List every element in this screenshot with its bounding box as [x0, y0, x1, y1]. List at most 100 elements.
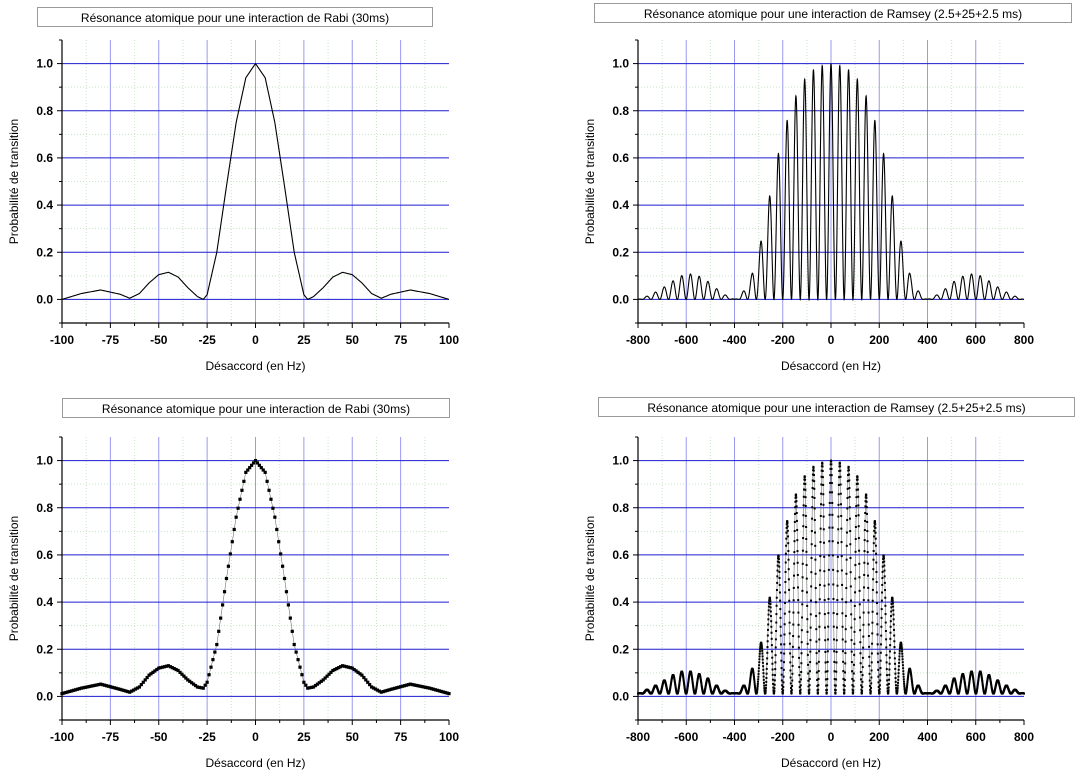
data-point: [845, 587, 848, 590]
data-point: [780, 673, 783, 676]
data-point: [860, 684, 863, 687]
data-point: [898, 647, 901, 650]
data-point: [304, 683, 308, 687]
data-point: [279, 552, 283, 556]
data-point: [874, 531, 877, 534]
data-point: [674, 686, 677, 689]
data-point: [901, 658, 904, 661]
data-point: [827, 583, 830, 586]
data-point: [816, 678, 819, 681]
data-point: [783, 612, 786, 615]
data-point: [815, 640, 818, 643]
data-point: [775, 621, 778, 624]
data-point: [967, 687, 970, 690]
data-point: [157, 666, 161, 670]
data-point: [857, 488, 860, 491]
data-point: [669, 685, 672, 688]
data-point: [837, 493, 840, 496]
data-point: [770, 620, 773, 623]
data-point: [70, 689, 74, 693]
data-point: [990, 685, 993, 688]
data-point: [700, 682, 703, 685]
data-point: [871, 610, 874, 613]
data-point: [827, 568, 830, 571]
data-point: [789, 676, 792, 679]
data-point: [849, 571, 852, 574]
data-point: [807, 663, 810, 666]
data-point: [190, 681, 194, 685]
data-point: [972, 679, 975, 682]
data-point: [906, 677, 909, 680]
data-point: [793, 540, 796, 543]
data-point: [774, 654, 777, 657]
data-point: [883, 581, 886, 584]
data-point: [319, 679, 323, 683]
x-tick-label: -75: [102, 333, 120, 347]
data-point: [839, 492, 842, 495]
data-point: [848, 495, 851, 498]
x-tick-label: -50: [150, 730, 168, 744]
data-point: [797, 623, 800, 626]
y-axis-label: Probabilité de transition: [583, 516, 597, 641]
data-point: [748, 684, 751, 687]
data-point: [371, 686, 376, 690]
data-point: [690, 674, 693, 677]
data-point: [820, 492, 823, 495]
data-point: [888, 662, 891, 665]
data-point: [764, 689, 767, 692]
data-point: [882, 555, 885, 558]
data-point: [760, 642, 763, 645]
data-point: [881, 583, 884, 586]
data-point: [844, 671, 847, 674]
data-point: [101, 683, 105, 687]
data-point: [874, 521, 877, 524]
data-point: [972, 678, 975, 681]
data-point: [879, 651, 882, 654]
data-point: [859, 662, 862, 665]
data-point: [789, 669, 792, 672]
x-tick-label: 800: [1014, 333, 1034, 347]
data-point: [865, 512, 868, 515]
data-point: [298, 665, 302, 669]
data-point: [844, 614, 847, 617]
data-point: [861, 656, 864, 659]
data-point: [887, 691, 890, 694]
data-point: [687, 683, 689, 686]
data-point: [753, 684, 756, 687]
data-point: [805, 538, 808, 541]
data-point: [971, 673, 974, 676]
data-point: [762, 678, 765, 681]
data-point: [849, 530, 852, 533]
data-point: [793, 520, 796, 523]
data-point: [903, 682, 906, 685]
y-tick-label: 0.6: [612, 151, 629, 165]
data-point: [756, 686, 759, 689]
data-point: [796, 529, 799, 532]
data-point: [683, 688, 686, 691]
data-point: [889, 631, 892, 634]
data-point: [447, 691, 451, 696]
data-point: [833, 650, 836, 653]
data-point: [755, 690, 758, 693]
x-tick-label: -25: [198, 730, 216, 744]
data-point: [445, 691, 449, 695]
data-point: [780, 651, 783, 654]
data-point: [968, 676, 971, 679]
data-point: [850, 626, 853, 629]
data-point: [748, 686, 751, 689]
data-point: [824, 661, 827, 664]
data-point: [228, 552, 232, 556]
y-tick-label: 0.0: [612, 292, 629, 306]
data-point: [813, 487, 816, 490]
data-point: [752, 673, 755, 676]
data-point: [859, 629, 862, 632]
data-point: [990, 686, 993, 689]
data-point: [284, 590, 289, 594]
data-point: [779, 634, 782, 637]
data-point: [114, 686, 118, 690]
data-point: [691, 682, 694, 685]
data-point: [782, 685, 785, 688]
data-point: [756, 685, 759, 688]
data-point: [687, 678, 690, 681]
data-point: [827, 612, 830, 615]
